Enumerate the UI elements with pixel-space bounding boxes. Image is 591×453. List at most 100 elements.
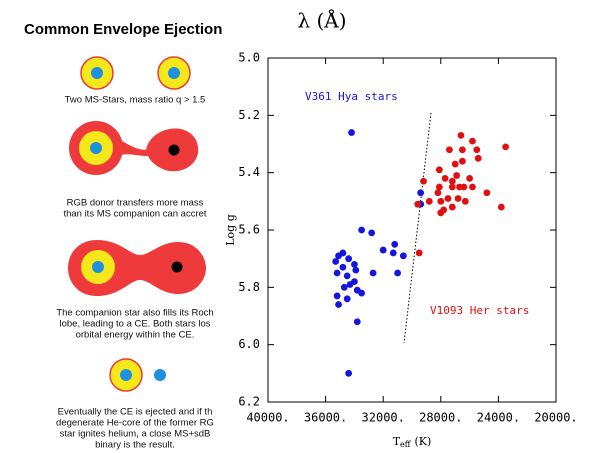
point bbox=[451, 160, 459, 168]
point bbox=[333, 269, 341, 277]
caption: Eventually the CE is ejected and if th bbox=[58, 407, 213, 418]
point bbox=[437, 197, 445, 205]
point bbox=[353, 318, 361, 326]
y-tick-label: 5.2 bbox=[238, 108, 260, 122]
point bbox=[414, 200, 422, 208]
chart-title: λ (Å) bbox=[297, 8, 346, 33]
point bbox=[335, 252, 342, 260]
point bbox=[435, 183, 443, 191]
diagram-title: Common Envelope Ejection bbox=[24, 21, 222, 38]
x-axis-label-part: (K) bbox=[414, 435, 431, 448]
x-axis-label: Teff (K) bbox=[393, 435, 432, 449]
point bbox=[345, 255, 353, 263]
y-tick-label: 6.2 bbox=[238, 395, 260, 409]
point bbox=[446, 146, 453, 154]
x-tick-label: 36000. bbox=[304, 411, 347, 425]
point bbox=[351, 261, 358, 268]
core bbox=[120, 369, 132, 381]
point bbox=[441, 175, 449, 182]
y-tick-label: 5.0 bbox=[238, 51, 260, 65]
point bbox=[348, 129, 355, 136]
point bbox=[346, 281, 354, 288]
point bbox=[358, 226, 365, 234]
point bbox=[435, 166, 443, 174]
separator bbox=[403, 112, 432, 344]
point bbox=[457, 132, 465, 139]
point bbox=[448, 203, 456, 211]
point bbox=[437, 209, 445, 217]
x-axis-label-part: eff bbox=[400, 440, 412, 449]
core bbox=[90, 142, 102, 154]
point bbox=[343, 295, 351, 303]
point bbox=[425, 197, 433, 205]
point bbox=[379, 246, 387, 254]
core bbox=[168, 67, 180, 79]
x-tick-label: 24000. bbox=[477, 411, 520, 425]
x-tick-label: 20000. bbox=[534, 411, 577, 425]
point bbox=[461, 197, 469, 205]
x-tick-label: 32000. bbox=[362, 411, 405, 425]
point bbox=[343, 272, 351, 280]
annotation: V1093 Her stars bbox=[430, 304, 529, 317]
point bbox=[459, 146, 466, 154]
caption: RGB donor transfers more mass bbox=[67, 198, 204, 209]
point bbox=[394, 269, 401, 277]
point bbox=[502, 143, 509, 151]
x-tick-label: 28000. bbox=[419, 411, 462, 425]
caption: orbital energy within the CE. bbox=[76, 330, 195, 341]
point bbox=[335, 301, 342, 308]
core bbox=[171, 261, 183, 273]
point bbox=[469, 183, 476, 191]
caption: degenerate He-core of the former RG bbox=[56, 418, 214, 429]
stream bbox=[118, 140, 148, 156]
caption: star ignites helium, a close MS+sdB bbox=[60, 429, 211, 440]
core bbox=[91, 67, 103, 79]
point bbox=[352, 266, 360, 274]
y-tick-label: 5.6 bbox=[238, 223, 260, 237]
caption: lobe, leading to a CE. Both stars los bbox=[59, 319, 210, 330]
core bbox=[92, 261, 104, 273]
point bbox=[434, 189, 442, 197]
annotation: V361 Hya stars bbox=[305, 90, 398, 103]
y-tick-label: 5.8 bbox=[238, 280, 260, 294]
sdb-star bbox=[154, 369, 166, 381]
y-axis-label: Log g bbox=[224, 214, 237, 246]
point bbox=[358, 289, 365, 297]
point bbox=[466, 175, 473, 182]
caption: Two MS-Stars, mass ratio q > 1.5 bbox=[65, 95, 206, 106]
point bbox=[399, 252, 407, 260]
point bbox=[345, 369, 353, 377]
point bbox=[415, 249, 423, 257]
point bbox=[454, 195, 462, 202]
point bbox=[444, 195, 452, 202]
y-tick-label: 5.4 bbox=[238, 165, 260, 179]
caption: The companion star also fills its Roch bbox=[56, 308, 213, 319]
caption: than its MS companion can accret bbox=[63, 209, 206, 220]
point bbox=[340, 283, 348, 291]
point bbox=[497, 203, 505, 211]
core bbox=[168, 144, 180, 156]
point bbox=[369, 269, 377, 277]
point bbox=[469, 137, 476, 145]
point bbox=[332, 258, 340, 265]
x-tick-label: 40000. bbox=[246, 411, 289, 425]
point bbox=[389, 249, 397, 257]
point bbox=[339, 263, 347, 271]
point bbox=[417, 189, 425, 197]
point bbox=[453, 172, 461, 179]
point bbox=[448, 183, 456, 191]
y-tick-label: 6.0 bbox=[238, 337, 260, 351]
point bbox=[459, 157, 466, 165]
point bbox=[420, 177, 427, 185]
point bbox=[456, 183, 463, 191]
caption: binary is the result. bbox=[95, 440, 175, 451]
point bbox=[391, 240, 399, 248]
point bbox=[448, 177, 456, 185]
point bbox=[333, 292, 341, 300]
point bbox=[473, 146, 481, 154]
point bbox=[483, 189, 491, 197]
point bbox=[474, 154, 482, 162]
point bbox=[368, 229, 376, 237]
x-axis-label-part: T bbox=[393, 435, 401, 448]
